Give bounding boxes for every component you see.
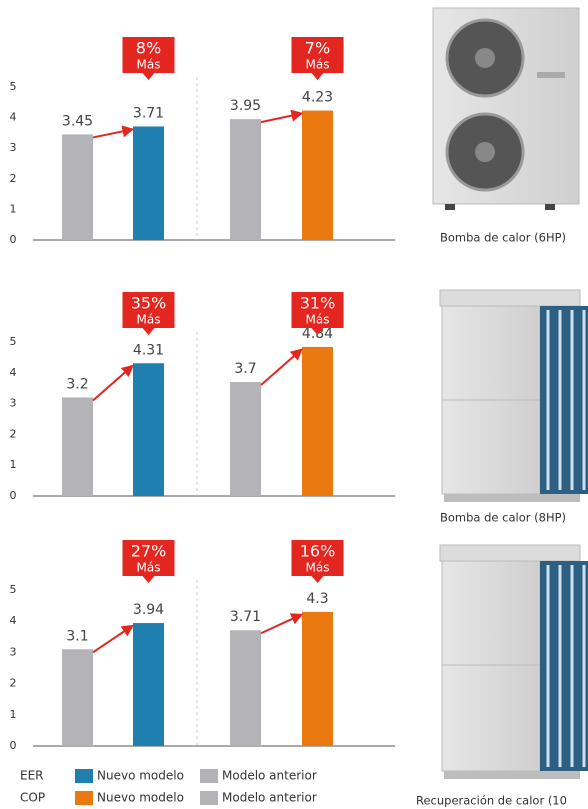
legend-label: Modelo anterior — [222, 769, 317, 783]
value-label: 3.71 — [230, 609, 261, 625]
callout — [122, 540, 175, 583]
product-image — [439, 544, 588, 779]
value-label: 3.7 — [234, 361, 256, 377]
bar — [133, 126, 164, 240]
callout-label: 35% — [131, 294, 167, 313]
y-tick-label: 3 — [10, 397, 17, 410]
bar — [230, 630, 261, 746]
value-label: 3.94 — [133, 602, 164, 618]
y-tick-label: 3 — [10, 645, 17, 658]
callout-text: Más — [306, 58, 330, 72]
y-tick-label: 5 — [10, 335, 17, 348]
value-label: 4.23 — [302, 90, 333, 106]
y-tick-label: 5 — [10, 583, 17, 596]
callout-text: Más — [306, 313, 330, 327]
product-image — [439, 289, 588, 502]
product-caption: Recuperación de calor (10 — [416, 794, 567, 808]
bar — [62, 649, 93, 746]
callout-label: 8% — [136, 39, 161, 58]
legend-swatch — [75, 791, 93, 805]
y-tick-label: 5 — [10, 80, 17, 93]
legend-swatch — [200, 769, 218, 783]
legend-group: EER — [20, 769, 44, 783]
y-tick-label: 4 — [10, 111, 17, 124]
y-tick-label: 1 — [10, 458, 17, 471]
y-tick-label: 4 — [10, 366, 17, 379]
bar — [302, 110, 333, 240]
bar — [133, 623, 164, 746]
value-label: 3.2 — [66, 376, 88, 392]
y-tick-label: 1 — [10, 708, 17, 721]
value-label: 3.1 — [66, 628, 88, 644]
arrow — [92, 624, 134, 654]
callout-text: Más — [137, 58, 161, 72]
value-label: 3.95 — [230, 98, 261, 114]
legend-swatch — [200, 791, 218, 805]
product-image — [432, 7, 580, 210]
callout — [291, 292, 344, 335]
callout-label: 16% — [300, 542, 336, 561]
arrow — [92, 125, 135, 139]
arrow — [260, 348, 303, 386]
legend-label: Nuevo modelo — [97, 791, 184, 805]
bar — [62, 397, 93, 496]
legend-label: Nuevo modelo — [97, 769, 184, 783]
value-label: 4.3 — [306, 591, 328, 607]
callout — [291, 540, 344, 583]
callout-label: 7% — [305, 39, 330, 58]
y-tick-label: 2 — [10, 677, 17, 690]
legend-swatch — [75, 769, 93, 783]
product-caption: Bomba de calor (8HP) — [440, 511, 566, 525]
value-label: 3.45 — [62, 113, 93, 129]
y-tick-label: 2 — [10, 172, 17, 185]
arrow — [260, 613, 304, 635]
callout-text: Más — [137, 313, 161, 327]
legend-group: COP — [20, 791, 45, 805]
callout — [291, 37, 344, 80]
y-tick-label: 0 — [10, 489, 17, 502]
y-tick-label: 4 — [10, 614, 17, 627]
y-tick-label: 3 — [10, 141, 17, 154]
bar — [133, 363, 164, 496]
callout-label: 27% — [131, 542, 167, 561]
callout-text: Más — [137, 561, 161, 575]
bar — [230, 119, 261, 240]
bar — [302, 346, 333, 496]
arrow — [260, 109, 304, 124]
arrow — [92, 364, 134, 402]
callout-text: Más — [306, 561, 330, 575]
callout — [122, 37, 175, 80]
bar — [302, 611, 333, 746]
bar — [62, 134, 93, 240]
legend-label: Modelo anterior — [222, 791, 317, 805]
y-tick-label: 0 — [10, 739, 17, 752]
callout-label: 31% — [300, 294, 336, 313]
product-caption: Bomba de calor (6HP) — [440, 231, 566, 245]
value-label: 4.31 — [133, 342, 164, 358]
value-label: 3.71 — [133, 105, 164, 121]
callout — [122, 292, 175, 335]
y-tick-label: 2 — [10, 427, 17, 440]
y-tick-label: 1 — [10, 202, 17, 215]
bar — [230, 382, 261, 496]
y-tick-label: 0 — [10, 233, 17, 246]
